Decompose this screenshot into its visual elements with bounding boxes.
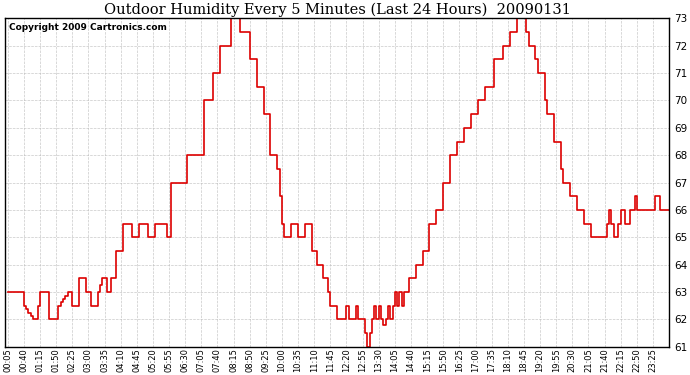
Text: Copyright 2009 Cartronics.com: Copyright 2009 Cartronics.com	[9, 23, 166, 32]
Title: Outdoor Humidity Every 5 Minutes (Last 24 Hours)  20090131: Outdoor Humidity Every 5 Minutes (Last 2…	[104, 3, 571, 17]
